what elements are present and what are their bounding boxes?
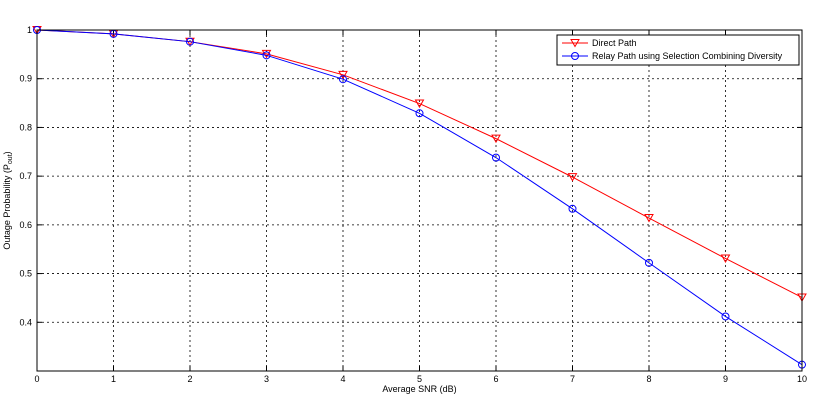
x-axis-label: Average SNR (dB) bbox=[382, 384, 456, 394]
x-tick-label: 7 bbox=[570, 374, 575, 384]
direct-path-point bbox=[338, 70, 348, 80]
y-tick-label: 0.8 bbox=[19, 122, 32, 132]
relay-path-point bbox=[415, 109, 424, 118]
x-tick-label: 9 bbox=[723, 374, 728, 384]
direct-path-point bbox=[261, 49, 272, 59]
x-tick-label: 8 bbox=[646, 374, 651, 384]
x-tick-label: 10 bbox=[797, 374, 807, 384]
legend-box bbox=[556, 34, 800, 66]
direct-path-point bbox=[720, 254, 731, 263]
y-axis-label-symbol: P bbox=[2, 164, 12, 170]
relay-path-point bbox=[492, 153, 500, 162]
x-tick-label: 2 bbox=[187, 374, 192, 384]
direct-path-point bbox=[414, 99, 425, 109]
y-tick-label: 1 bbox=[27, 25, 32, 35]
y-tick-label: 0.6 bbox=[19, 220, 32, 230]
plot-frame bbox=[36, 29, 803, 372]
y-tick-label: 0.9 bbox=[19, 74, 32, 84]
y-axis-label: Outage Probability (Pout) bbox=[2, 151, 14, 249]
x-tick-label: 5 bbox=[417, 374, 422, 384]
x-tick-label: 4 bbox=[340, 374, 345, 384]
relay-path-point bbox=[186, 37, 194, 46]
direct-path-point bbox=[567, 173, 578, 182]
relay-path-point bbox=[721, 312, 730, 321]
y-tick-label: 0.7 bbox=[19, 171, 32, 181]
x-tick-label: 3 bbox=[264, 374, 269, 384]
relay-path-line bbox=[36, 29, 803, 366]
grid-lines bbox=[37, 30, 802, 371]
y-tick-labels: 0.4 0.5 0.6 0.7 0.8 0.9 1 bbox=[19, 25, 32, 327]
relay-path-point bbox=[568, 204, 577, 213]
relay-path-point bbox=[262, 51, 271, 60]
legend-marker-direct bbox=[570, 39, 580, 48]
legend-label-relay: Relay Path using Selection Combining Div… bbox=[592, 51, 783, 61]
y-tick-label: 0.5 bbox=[19, 269, 32, 279]
x-tick-label: 1 bbox=[111, 374, 116, 384]
y-axis-label-paren-open: ( bbox=[2, 170, 12, 176]
relay-path-point bbox=[339, 75, 347, 84]
relay-path-point bbox=[645, 258, 653, 267]
y-axis-label-text: Outage Probability bbox=[2, 175, 12, 250]
legend-label-direct: Direct Path bbox=[592, 38, 637, 48]
legend: Direct Path Relay Path using Selection C… bbox=[556, 34, 800, 66]
y-tick-label: 0.4 bbox=[19, 317, 32, 327]
direct-path-point bbox=[644, 214, 654, 223]
y-axis-label-subscript: out bbox=[7, 154, 14, 164]
y-axis-label-paren-close: ) bbox=[2, 151, 12, 154]
x-tick-label: 0 bbox=[34, 374, 39, 384]
direct-path-point bbox=[491, 134, 501, 144]
legend-marker-relay bbox=[571, 52, 579, 60]
x-tick-label: 6 bbox=[493, 374, 498, 384]
x-tick-labels: 0 1 2 3 4 5 6 7 8 9 10 bbox=[34, 374, 807, 384]
